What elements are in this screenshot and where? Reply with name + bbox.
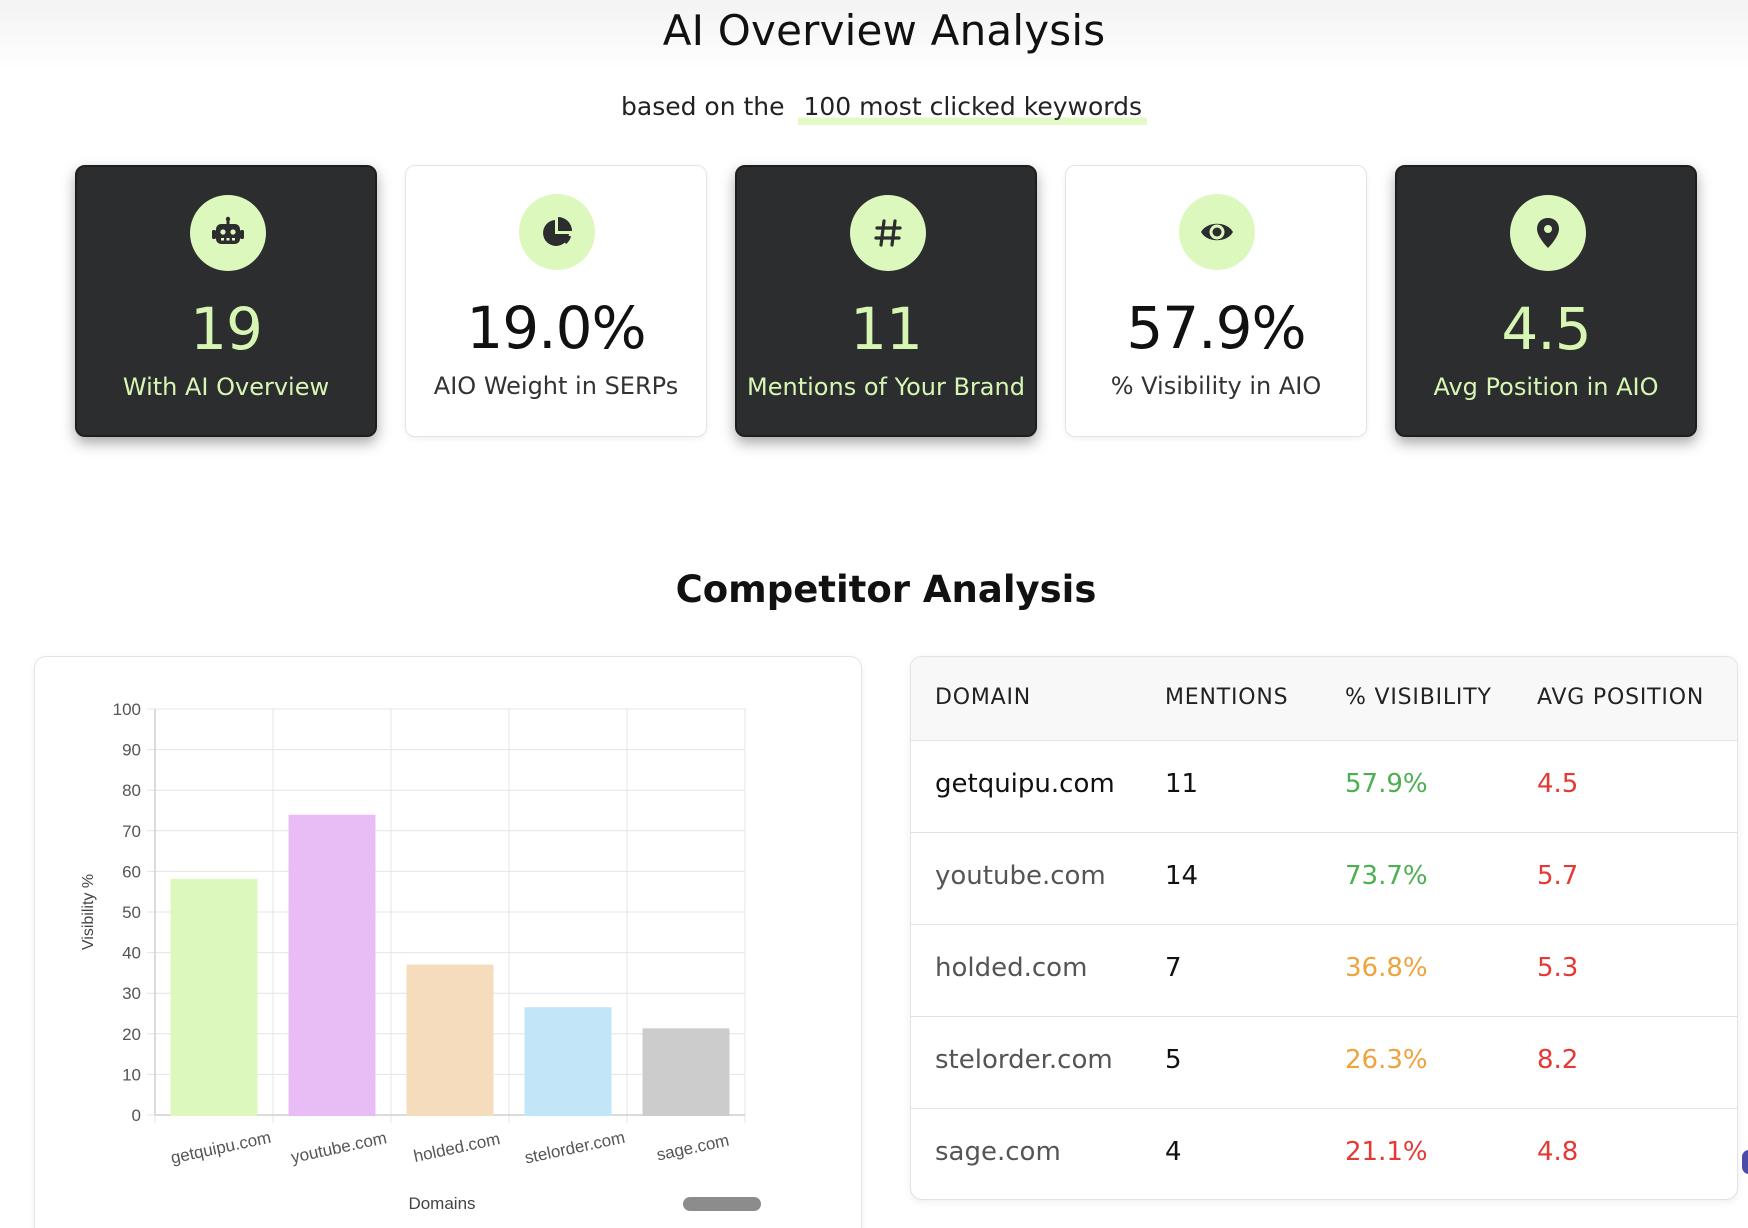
header-mentions[interactable]: MENTIONS	[1165, 685, 1289, 710]
stat-label: % Visibility in AIO	[1110, 372, 1322, 400]
cell-visibility: 57.9%	[1345, 769, 1428, 799]
stat-value: 11	[850, 295, 923, 363]
stat-label: Avg Position in AIO	[1433, 373, 1659, 401]
cell-avg-position: 5.7	[1537, 861, 1579, 891]
x-tick-label: getquipu.com	[169, 1128, 273, 1168]
cell-mentions: 5	[1165, 1045, 1182, 1075]
stat-card-visibility: 57.9% % Visibility in AIO	[1065, 165, 1367, 437]
y-tick-label: 10	[122, 1065, 141, 1084]
cell-domain: stelorder.com	[935, 1045, 1113, 1075]
page-subtitle: based on the 100 most clicked keywords	[0, 92, 1748, 125]
table-row: holded.com 7 36.8% 5.3	[911, 925, 1737, 1017]
x-tick-label: sage.com	[655, 1131, 731, 1165]
y-tick-label: 40	[122, 944, 141, 963]
cell-avg-position: 4.8	[1537, 1137, 1579, 1167]
table-row: getquipu.com 11 57.9% 4.5	[911, 741, 1737, 833]
cell-mentions: 14	[1165, 861, 1199, 891]
cell-domain: getquipu.com	[935, 769, 1115, 799]
section-title: Competitor Analysis	[675, 568, 1097, 611]
stat-label: Mentions of Your Brand	[747, 373, 1025, 401]
cell-visibility: 26.3%	[1345, 1045, 1428, 1075]
table-row: youtube.com 14 73.7% 5.7	[911, 833, 1737, 925]
bar-stelorder-com	[524, 1007, 612, 1116]
y-tick-label: 70	[122, 822, 141, 841]
cell-mentions: 7	[1165, 953, 1182, 983]
bar-sage-com	[642, 1028, 730, 1117]
header-avg-position[interactable]: AVG POSITION	[1537, 685, 1705, 710]
y-tick-label: 90	[122, 741, 141, 760]
y-tick-label: 50	[122, 903, 141, 922]
hashtag-icon	[850, 195, 926, 271]
x-tick-label: stelorder.com	[523, 1128, 627, 1168]
page-title: AI Overview Analysis	[662, 6, 1106, 55]
x-axis-title: Domains	[408, 1194, 475, 1213]
y-tick-label: 30	[122, 984, 141, 1003]
cell-mentions: 4	[1165, 1137, 1182, 1167]
y-tick-label: 20	[122, 1025, 141, 1044]
robot-icon	[190, 195, 266, 271]
y-tick-label: 0	[132, 1106, 141, 1125]
stat-value: 57.9%	[1126, 294, 1306, 362]
cell-visibility: 21.1%	[1345, 1137, 1428, 1167]
stat-card-ai-overview: 19 With AI Overview	[75, 165, 377, 437]
x-tick-label: holded.com	[412, 1129, 502, 1166]
stat-card-brand-mentions: 11 Mentions of Your Brand	[735, 165, 1037, 437]
horizontal-scrollbar[interactable]	[683, 1197, 761, 1211]
eye-icon	[1179, 194, 1255, 270]
stat-label: With AI Overview	[122, 373, 330, 401]
subtitle-highlight: 100 most clicked keywords	[798, 92, 1147, 125]
stat-value: 19	[190, 295, 263, 363]
cell-visibility: 36.8%	[1345, 953, 1428, 983]
map-pin-icon	[1510, 195, 1586, 271]
table-row: sage.com 4 21.1% 4.8	[911, 1109, 1737, 1199]
stat-value: 4.5	[1501, 295, 1591, 363]
cell-avg-position: 4.5	[1537, 769, 1579, 799]
competitor-table: DOMAIN MENTIONS % VISIBILITY AVG POSITIO…	[910, 656, 1738, 1200]
bar-youtube-com	[288, 814, 376, 1116]
stat-card-aio-weight: 19.0% AIO Weight in SERPs	[405, 165, 707, 437]
visibility-bar-chart: 0 10 20 30 40 50 60 70 80 90 100 getquipu.com youtub…	[80, 700, 746, 1213]
cell-avg-position: 5.3	[1537, 953, 1579, 983]
stat-card-avg-position: 4.5 Avg Position in AIO	[1395, 165, 1697, 437]
stat-label: AIO Weight in SERPs	[433, 372, 679, 400]
visibility-chart-card: 0 10 20 30 40 50 60 70 80 90 100 getquipu.com youtub…	[34, 656, 862, 1228]
cell-domain: holded.com	[935, 953, 1088, 983]
y-tick-label: 80	[122, 781, 141, 800]
header-visibility[interactable]: % VISIBILITY	[1345, 685, 1492, 710]
table-row: stelorder.com 5 26.3% 8.2	[911, 1017, 1737, 1109]
header-background	[0, 0, 1748, 70]
header-domain[interactable]: DOMAIN	[935, 685, 1032, 710]
bar-holded-com	[406, 964, 494, 1117]
floating-widget-tab[interactable]	[1742, 1150, 1748, 1174]
y-tick-label: 100	[113, 700, 141, 719]
cell-domain: youtube.com	[935, 861, 1106, 891]
table-header: DOMAIN MENTIONS % VISIBILITY AVG POSITIO…	[911, 657, 1737, 741]
y-axis-title: Visibility %	[80, 874, 97, 950]
cell-mentions: 11	[1165, 769, 1199, 799]
y-tick-label: 60	[122, 862, 141, 881]
pie-chart-icon	[519, 194, 595, 270]
subtitle-prefix: based on the	[621, 92, 785, 121]
bar-getquipu-com	[170, 878, 258, 1116]
cell-avg-position: 8.2	[1537, 1045, 1579, 1075]
cell-domain: sage.com	[935, 1137, 1061, 1167]
stat-value: 19.0%	[466, 294, 646, 362]
x-tick-label: youtube.com	[289, 1128, 388, 1167]
cell-visibility: 73.7%	[1345, 861, 1428, 891]
